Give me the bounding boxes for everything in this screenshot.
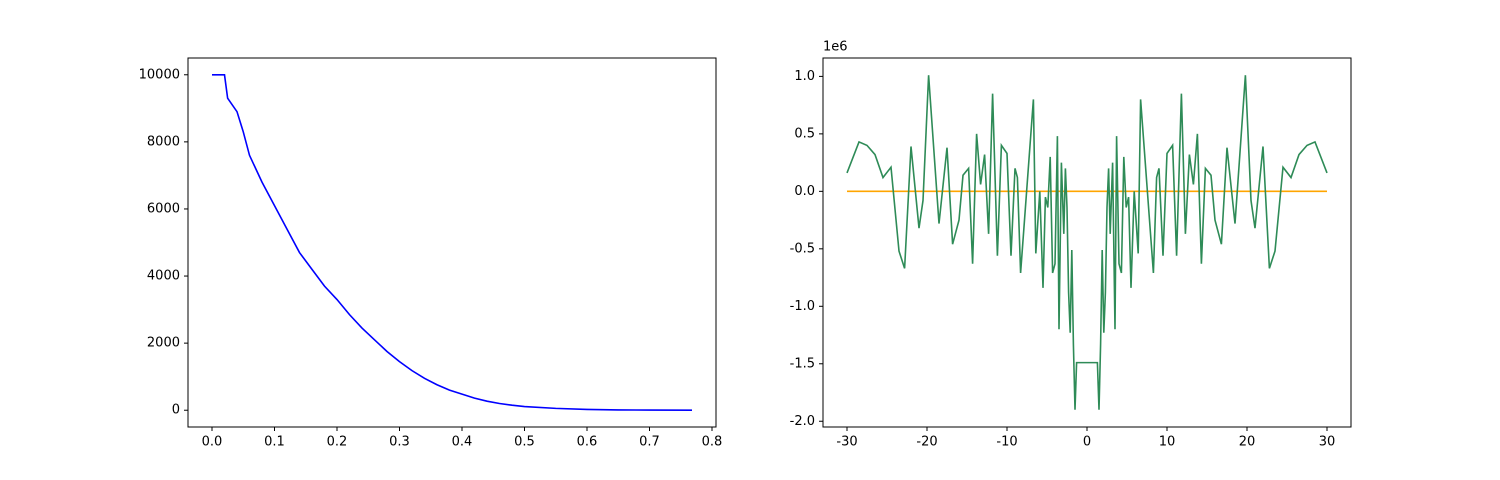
y-tick-label: -0.5 [790, 241, 815, 256]
x-tick-label: 0.6 [577, 435, 598, 450]
x-tick-label: 0 [1083, 435, 1091, 450]
x-tick-label: 0.4 [452, 435, 473, 450]
y-tick-label: 0.0 [794, 184, 815, 199]
x-tick-label: 10 [1159, 435, 1176, 450]
y-tick-label: -2.0 [790, 414, 815, 429]
axes-frame [187, 57, 717, 428]
x-tick-label: 0.3 [389, 435, 410, 450]
y-tick-label: -1.0 [790, 299, 815, 314]
y-tick-label: 2000 [147, 336, 180, 351]
y-tick-label: 6000 [147, 201, 180, 216]
data-line [212, 73, 693, 411]
y-tick-label: 0.5 [794, 126, 815, 141]
x-tick-label: 0.1 [264, 435, 285, 450]
offset-text: 1e6 [823, 40, 848, 55]
x-tick-label: 0.8 [702, 435, 723, 450]
x-tick-label: -20 [916, 435, 937, 450]
x-tick-label: -10 [996, 435, 1017, 450]
y-tick-label: 4000 [147, 269, 180, 284]
x-tick-label: 0.5 [514, 435, 535, 450]
x-tick-label: -30 [836, 435, 857, 450]
x-tick-label: 0.7 [639, 435, 660, 450]
x-tick-label: 30 [1319, 435, 1336, 450]
y-tick-label: 10000 [139, 67, 180, 82]
x-tick-label: 0.0 [202, 435, 223, 450]
y-tick-label: 1.0 [794, 69, 815, 84]
y-tick-label: 0 [172, 403, 180, 418]
x-tick-label: 0.2 [327, 435, 348, 450]
x-tick-label: 20 [1239, 435, 1256, 450]
data-line [846, 75, 1328, 410]
y-tick-label: -1.5 [790, 356, 815, 371]
y-tick-label: 8000 [147, 134, 180, 149]
axes-frame [822, 57, 1352, 428]
